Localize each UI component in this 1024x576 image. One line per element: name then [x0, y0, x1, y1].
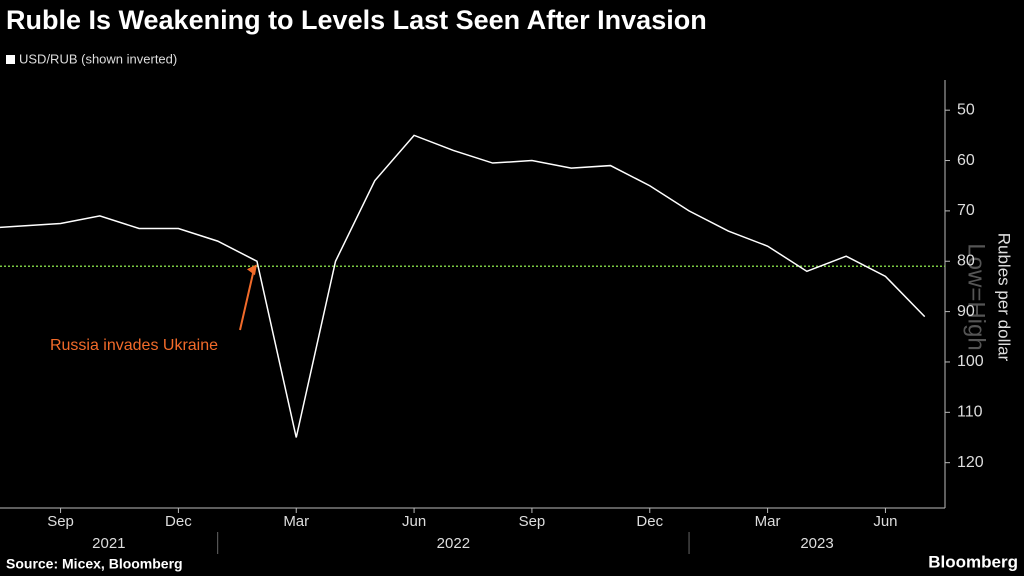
- x-tick-label: Sep: [47, 513, 74, 530]
- year-label: 2021: [92, 535, 125, 552]
- legend-label: USD/RUB (shown inverted): [19, 51, 177, 66]
- x-tick-label: Mar: [283, 513, 309, 530]
- x-tick-label: Dec: [165, 513, 192, 530]
- y-tick-label: 80: [957, 252, 975, 269]
- y-tick-label: 120: [957, 454, 984, 471]
- annotation: Russia invades Ukraine: [50, 337, 218, 354]
- legend-swatch: [6, 55, 15, 64]
- annotation-arrow: [239, 269, 255, 331]
- year-label: 2022: [437, 535, 470, 552]
- plot-area: [0, 134, 926, 438]
- y-tick-label: 70: [957, 202, 975, 219]
- chart-title: Ruble Is Weakening to Levels Last Seen A…: [6, 5, 707, 35]
- y-tick-label: 90: [957, 303, 975, 320]
- source: Source: Micex, Bloomberg: [6, 556, 183, 572]
- brand: Bloomberg: [928, 552, 1018, 571]
- axis-note: Low=High: [963, 243, 990, 350]
- x-tick-label: Mar: [755, 513, 781, 530]
- y-axis-title: Rubles per dollar: [995, 233, 1014, 362]
- x-tick-label: Jun: [873, 513, 897, 530]
- y-tick-label: 100: [957, 353, 984, 370]
- annotation-arrowhead: [246, 264, 257, 276]
- x-tick-label: Dec: [636, 513, 663, 530]
- x-tick-label: Sep: [519, 513, 546, 530]
- x-tick-label: Jun: [402, 513, 426, 530]
- year-label: 2023: [800, 535, 833, 552]
- series-line: [0, 134, 926, 438]
- y-tick-label: 110: [957, 404, 983, 421]
- y-tick-label: 50: [957, 101, 975, 118]
- y-tick-label: 60: [957, 152, 975, 169]
